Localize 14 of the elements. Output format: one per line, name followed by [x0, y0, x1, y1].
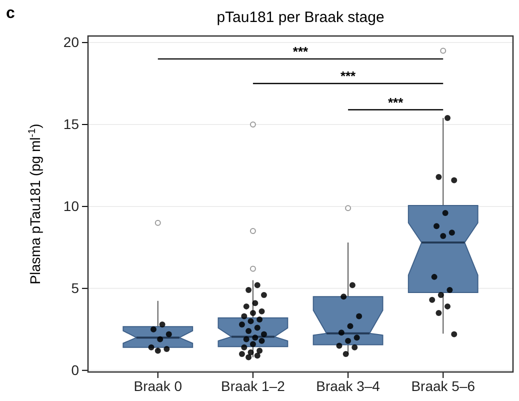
- annotation: ***: [340, 68, 357, 84]
- y-tick-label: 5: [71, 280, 80, 296]
- text: c: [6, 5, 15, 22]
- annotation: ***: [388, 94, 404, 110]
- y-tick-label: 15: [63, 116, 80, 132]
- x-tick-label: Braak 0: [134, 378, 182, 394]
- y-tick-label: 10: [63, 198, 80, 214]
- x-tick-label: Braak 1–2: [221, 378, 286, 394]
- y-tick-label: 20: [63, 34, 80, 50]
- annotation: ***: [292, 44, 310, 59]
- x-tick-label: Braak 5–6: [411, 378, 476, 394]
- chart-title: pTau181 per Braak stage: [216, 9, 384, 26]
- y-tick-label: 0: [71, 362, 80, 378]
- x-tick-label: Braak 3–4: [316, 378, 380, 394]
